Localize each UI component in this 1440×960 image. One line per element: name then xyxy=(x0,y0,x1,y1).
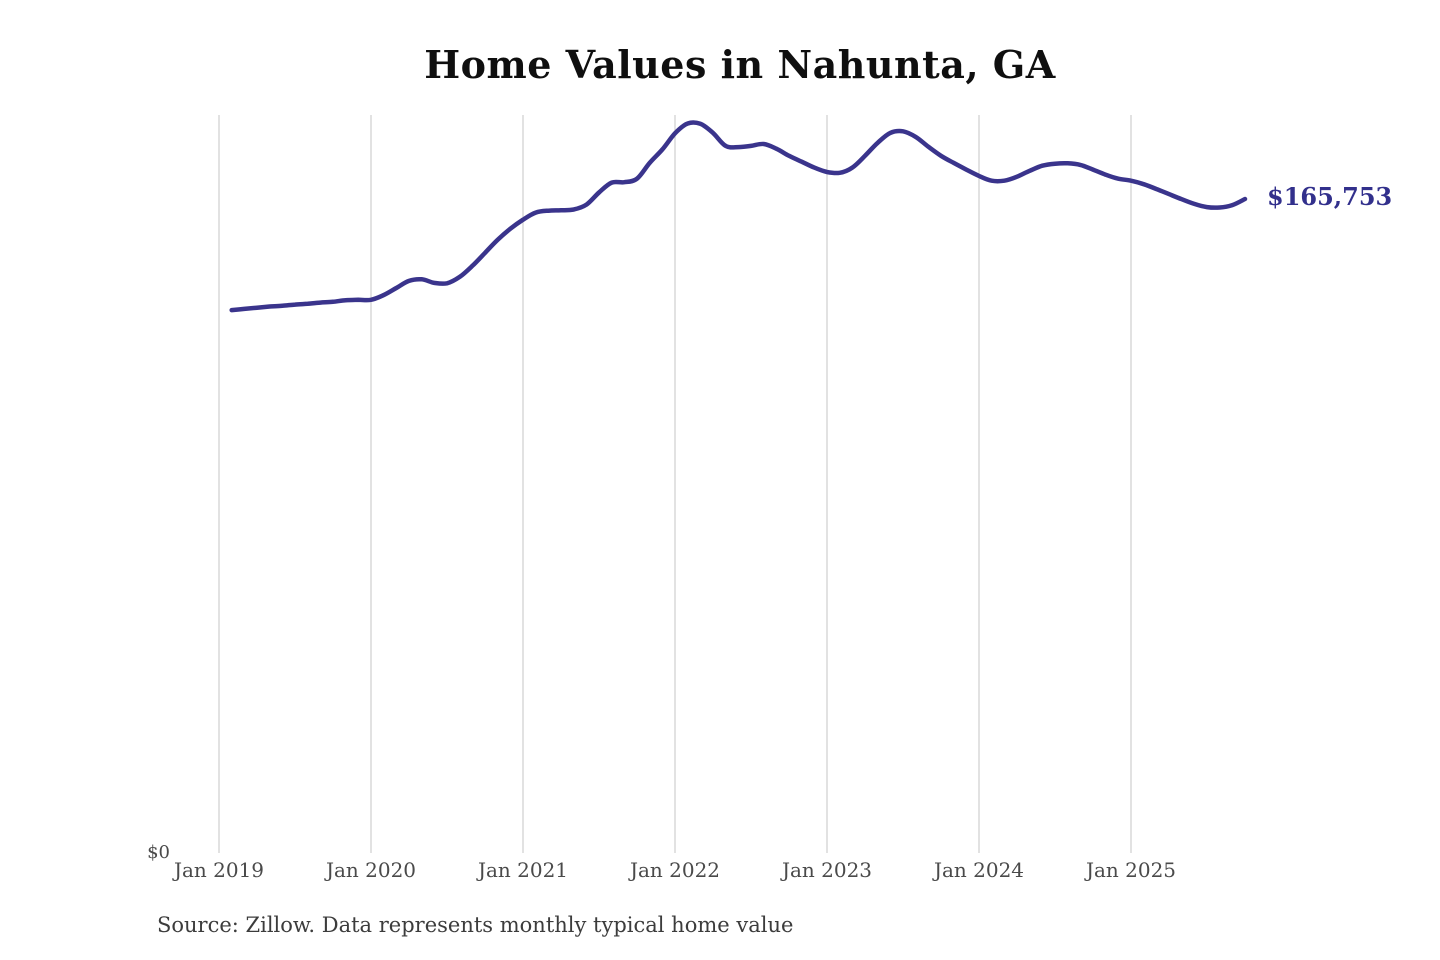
y-axis-zero-label: $0 xyxy=(147,842,170,863)
home-value-line xyxy=(229,120,1248,313)
chart-title: Home Values in Nahunta, GA xyxy=(424,42,1056,87)
end-value-label: $165,753 xyxy=(1267,182,1393,211)
x-tick-label-jan-2025: Jan 2025 xyxy=(1085,858,1177,882)
x-tick-label-jan-2021: Jan 2021 xyxy=(477,858,569,882)
source-note: Source: Zillow. Data represents monthly … xyxy=(157,913,794,937)
x-tick-label-jan-2022: Jan 2022 xyxy=(629,858,721,882)
x-tick-label-jan-2020: Jan 2020 xyxy=(325,858,417,882)
x-tick-label-jan-2024: Jan 2024 xyxy=(933,858,1025,882)
x-tick-label-jan-2023: Jan 2023 xyxy=(781,858,873,882)
x-tick-label-jan-2019: Jan 2019 xyxy=(173,858,265,882)
